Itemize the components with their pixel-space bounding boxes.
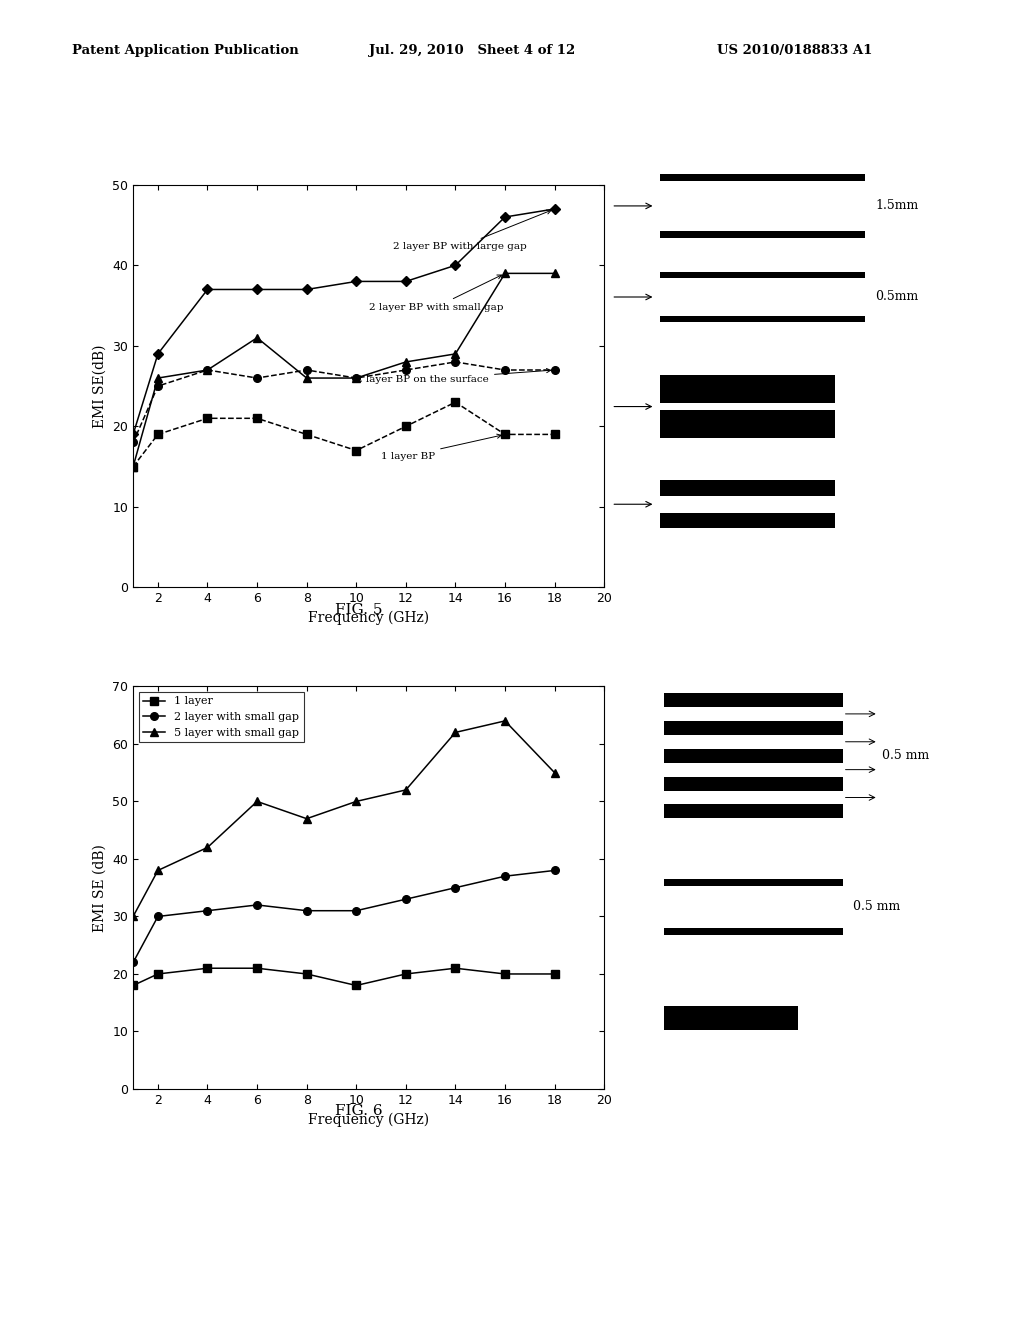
Text: Patent Application Publication: Patent Application Publication — [72, 44, 298, 57]
5 layer with small gap — [127, 908, 139, 924]
5 layer with small gap — [399, 781, 412, 797]
Bar — [660, 174, 865, 181]
5 layer with small gap — [152, 862, 164, 878]
2 layer with small gap — [450, 880, 462, 896]
Bar — [664, 886, 843, 928]
X-axis label: Frequency (GHz): Frequency (GHz) — [308, 611, 429, 626]
5 layer with small gap — [350, 793, 362, 809]
Bar — [664, 804, 843, 818]
Text: 1 layer BP: 1 layer BP — [381, 434, 501, 461]
1 layer — [251, 961, 263, 977]
Y-axis label: EMI SE (dB): EMI SE (dB) — [93, 843, 106, 932]
Bar — [660, 231, 865, 238]
Bar — [660, 181, 865, 231]
Text: Jul. 29, 2010   Sheet 4 of 12: Jul. 29, 2010 Sheet 4 of 12 — [369, 44, 574, 57]
2 layer with small gap — [300, 903, 312, 919]
Bar — [660, 375, 835, 404]
Text: 1.5mm: 1.5mm — [876, 199, 919, 213]
Bar — [664, 693, 843, 708]
Text: US 2010/0188833 A1: US 2010/0188833 A1 — [717, 44, 872, 57]
Text: 0.5mm: 0.5mm — [876, 290, 919, 304]
X-axis label: Frequency (GHz): Frequency (GHz) — [308, 1113, 429, 1127]
1 layer — [499, 966, 511, 982]
Bar — [660, 496, 835, 512]
2 layer with small gap — [152, 908, 164, 924]
Bar — [664, 748, 843, 763]
2 layer with small gap — [350, 903, 362, 919]
Bar — [664, 928, 843, 935]
Text: FIG. 6: FIG. 6 — [335, 1105, 382, 1118]
5 layer with small gap — [202, 840, 214, 855]
Bar — [660, 279, 865, 315]
5 layer with small gap — [450, 725, 462, 741]
2 layer with small gap — [549, 862, 561, 878]
2 layer with small gap — [399, 891, 412, 907]
1 layer — [300, 966, 312, 982]
1 layer — [350, 978, 362, 994]
1 layer — [202, 961, 214, 977]
2 layer with small gap — [127, 954, 139, 970]
5 layer with small gap — [549, 764, 561, 780]
1 layer — [450, 961, 462, 977]
1 layer — [549, 966, 561, 982]
Bar — [660, 315, 865, 322]
Y-axis label: EMI SE(dB): EMI SE(dB) — [93, 345, 106, 428]
Bar — [660, 404, 835, 409]
Line: 2 layer with small gap: 2 layer with small gap — [129, 867, 558, 966]
1 layer — [127, 978, 139, 994]
Legend: 1 layer, 2 layer with small gap, 5 layer with small gap: 1 layer, 2 layer with small gap, 5 layer… — [138, 692, 304, 742]
Bar — [664, 791, 843, 804]
Text: FIG. 5: FIG. 5 — [335, 603, 382, 616]
2 layer with small gap — [499, 869, 511, 884]
Text: 0.5 mm: 0.5 mm — [882, 750, 929, 762]
Bar — [660, 409, 835, 438]
Bar — [664, 763, 843, 776]
Bar — [664, 735, 843, 748]
Text: 0.5 mm: 0.5 mm — [853, 900, 900, 913]
Line: 1 layer: 1 layer — [129, 965, 558, 989]
Bar — [664, 721, 843, 735]
Bar — [664, 879, 843, 886]
2 layer with small gap — [251, 898, 263, 913]
2 layer with small gap — [202, 903, 214, 919]
Line: 5 layer with small gap: 5 layer with small gap — [129, 717, 558, 920]
5 layer with small gap — [300, 810, 312, 826]
Bar — [660, 272, 865, 279]
1 layer — [152, 966, 164, 982]
Bar — [664, 776, 843, 791]
Text: 2 layer BP with small gap: 2 layer BP with small gap — [369, 275, 503, 312]
Text: 2 layer BP with large gap: 2 layer BP with large gap — [393, 210, 551, 251]
Bar — [664, 708, 843, 721]
Text: 2 layer BP on the surface: 2 layer BP on the surface — [356, 368, 551, 384]
1 layer — [399, 966, 412, 982]
5 layer with small gap — [251, 793, 263, 809]
5 layer with small gap — [499, 713, 511, 729]
